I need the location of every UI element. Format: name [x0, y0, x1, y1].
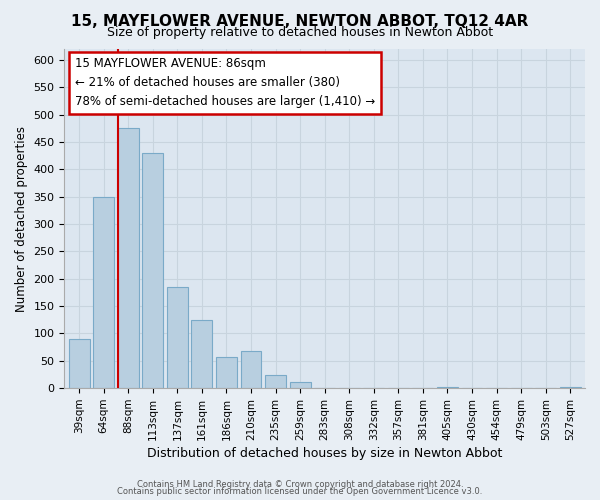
Bar	[241, 351, 262, 388]
Text: Size of property relative to detached houses in Newton Abbot: Size of property relative to detached ho…	[107, 26, 493, 39]
Bar	[167, 287, 188, 388]
Text: 15 MAYFLOWER AVENUE: 86sqm
← 21% of detached houses are smaller (380)
78% of sem: 15 MAYFLOWER AVENUE: 86sqm ← 21% of deta…	[75, 58, 375, 108]
Text: Contains public sector information licensed under the Open Government Licence v3: Contains public sector information licen…	[118, 488, 482, 496]
Bar	[191, 320, 212, 388]
Bar	[437, 386, 458, 388]
Text: 15, MAYFLOWER AVENUE, NEWTON ABBOT, TQ12 4AR: 15, MAYFLOWER AVENUE, NEWTON ABBOT, TQ12…	[71, 14, 529, 29]
Bar	[216, 357, 237, 388]
Bar	[93, 196, 114, 388]
Bar	[118, 128, 139, 388]
Y-axis label: Number of detached properties: Number of detached properties	[15, 126, 28, 312]
Bar	[142, 153, 163, 388]
X-axis label: Distribution of detached houses by size in Newton Abbot: Distribution of detached houses by size …	[147, 447, 502, 460]
Bar	[290, 382, 311, 388]
Bar	[69, 339, 89, 388]
Text: Contains HM Land Registry data © Crown copyright and database right 2024.: Contains HM Land Registry data © Crown c…	[137, 480, 463, 489]
Bar	[265, 374, 286, 388]
Bar	[560, 386, 581, 388]
